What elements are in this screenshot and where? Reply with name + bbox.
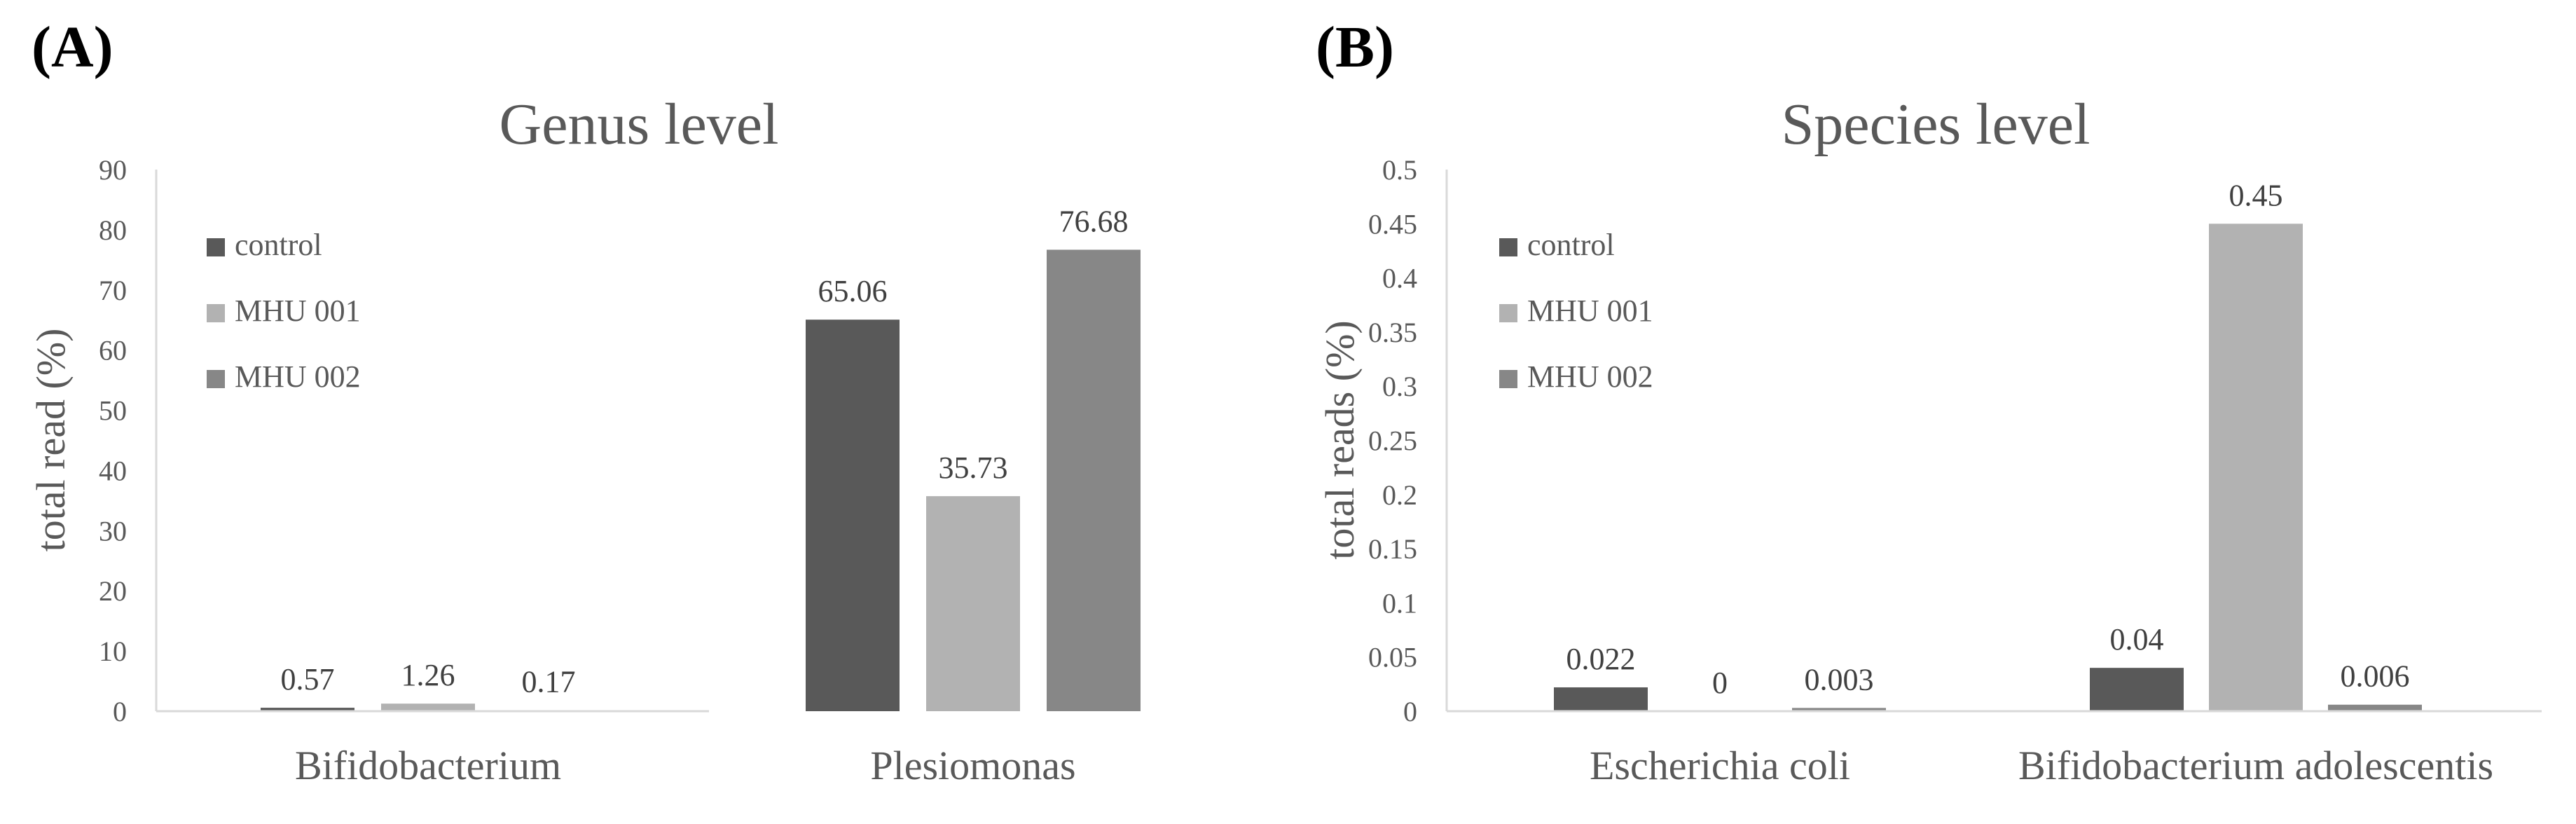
bar-mhu-001 xyxy=(926,496,1020,711)
bar-mhu-001 xyxy=(2209,224,2303,711)
legend-label: control xyxy=(1527,228,1615,262)
y-tick-label: 70 xyxy=(99,275,127,306)
y-axis-label: total reads (%) xyxy=(1317,320,1363,559)
panel-label: (B) xyxy=(1316,15,1394,80)
data-label: 0.45 xyxy=(2229,178,2283,212)
y-tick-label: 40 xyxy=(99,455,127,486)
y-tick-label: 0.05 xyxy=(1368,642,1417,673)
data-label: 0.17 xyxy=(522,665,576,699)
data-label: 0.57 xyxy=(281,662,335,696)
legend-label: control xyxy=(235,228,322,262)
y-tick-label: 0.35 xyxy=(1368,317,1417,348)
data-label: 0.006 xyxy=(2341,659,2410,694)
data-label: 0.04 xyxy=(2110,622,2164,657)
y-axis-label: total read (%) xyxy=(28,329,74,552)
x-category-label: Bifidobacterium xyxy=(295,743,561,788)
bar-control xyxy=(806,320,900,711)
y-tick-label: 0.5 xyxy=(1382,154,1417,186)
chart-title: Genus level xyxy=(500,92,779,157)
y-tick-label: 60 xyxy=(99,335,127,366)
panel-label: (A) xyxy=(32,15,113,80)
bar-mhu-002 xyxy=(1047,249,1141,711)
data-label: 1.26 xyxy=(401,658,455,692)
y-tick-label: 90 xyxy=(99,154,127,186)
y-tick-label: 50 xyxy=(99,395,127,427)
y-tick-label: 0 xyxy=(113,696,127,727)
y-tick-label: 80 xyxy=(99,214,127,246)
y-tick-label: 10 xyxy=(99,636,127,667)
data-label: 65.06 xyxy=(818,274,888,308)
y-tick-label: 0.4 xyxy=(1382,263,1417,294)
data-label: 0.022 xyxy=(1566,642,1636,676)
y-tick-label: 0.1 xyxy=(1382,587,1417,619)
bar-mhu-001 xyxy=(381,703,475,711)
legend-swatch xyxy=(207,370,225,388)
y-tick-label: 0.45 xyxy=(1368,208,1417,240)
y-tick-label: 20 xyxy=(99,575,127,607)
bar-mhu-002 xyxy=(1792,708,1886,711)
legend-label: MHU 001 xyxy=(1527,294,1653,328)
data-label: 35.73 xyxy=(939,451,1008,485)
legend-swatch xyxy=(1499,238,1517,256)
y-tick-label: 0.3 xyxy=(1382,371,1417,402)
x-category-label: Escherichia coli xyxy=(1590,743,1850,788)
data-label: 0.003 xyxy=(1805,662,1874,696)
bar-mhu-002 xyxy=(2328,704,2422,711)
legend-label: MHU 002 xyxy=(1527,359,1653,394)
legend-swatch xyxy=(1499,304,1517,322)
data-label: 0 xyxy=(1712,666,1728,700)
legend-swatch xyxy=(207,238,225,256)
data-label: 76.68 xyxy=(1059,204,1129,238)
bar-control xyxy=(261,708,354,711)
y-tick-label: 30 xyxy=(99,515,127,547)
legend-swatch xyxy=(207,304,225,322)
legend-swatch xyxy=(1499,370,1517,388)
legend-label: MHU 001 xyxy=(235,294,361,328)
chart-title: Species level xyxy=(1782,92,2091,157)
y-tick-label: 0.25 xyxy=(1368,425,1417,457)
bar-control xyxy=(1554,687,1648,711)
x-category-label: Bifidobacterium adolescentis xyxy=(2018,743,2493,788)
y-tick-label: 0.15 xyxy=(1368,533,1417,565)
bar-control xyxy=(2090,668,2184,711)
x-category-label: Plesiomonas xyxy=(870,743,1075,788)
y-tick-label: 0 xyxy=(1403,696,1417,727)
legend-label: MHU 002 xyxy=(235,359,361,394)
y-tick-label: 0.2 xyxy=(1382,479,1417,511)
